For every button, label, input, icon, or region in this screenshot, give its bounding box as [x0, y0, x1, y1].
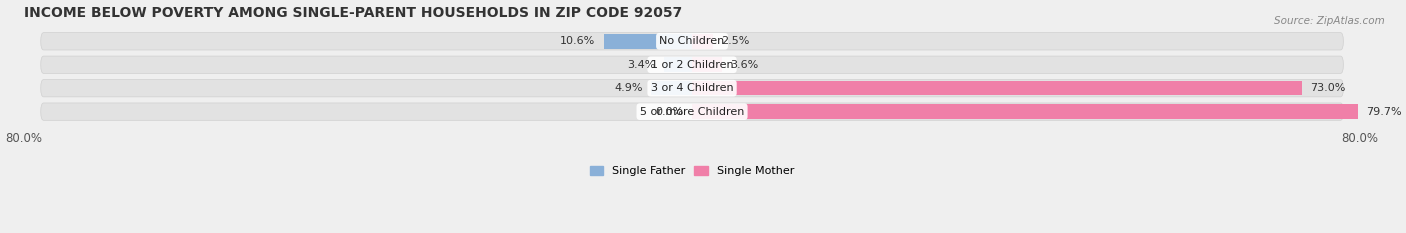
Text: 10.6%: 10.6%	[560, 36, 595, 46]
Text: 1 or 2 Children: 1 or 2 Children	[651, 60, 734, 70]
Text: 3.6%: 3.6%	[731, 60, 759, 70]
Bar	[692, 34, 713, 48]
Text: 2.5%: 2.5%	[721, 36, 749, 46]
FancyBboxPatch shape	[41, 79, 1343, 97]
FancyBboxPatch shape	[41, 103, 1343, 120]
Legend: Single Father, Single Mother: Single Father, Single Mother	[591, 166, 794, 176]
Text: 79.7%: 79.7%	[1365, 107, 1402, 117]
Text: INCOME BELOW POVERTY AMONG SINGLE-PARENT HOUSEHOLDS IN ZIP CODE 92057: INCOME BELOW POVERTY AMONG SINGLE-PARENT…	[24, 6, 682, 20]
Text: 4.9%: 4.9%	[614, 83, 643, 93]
Bar	[692, 81, 1302, 96]
FancyBboxPatch shape	[41, 56, 1343, 73]
Text: 0.0%: 0.0%	[655, 107, 683, 117]
Bar	[651, 81, 692, 96]
Bar	[603, 34, 692, 48]
Text: Source: ZipAtlas.com: Source: ZipAtlas.com	[1274, 16, 1385, 26]
Text: 3 or 4 Children: 3 or 4 Children	[651, 83, 734, 93]
Bar	[692, 58, 723, 72]
Text: No Children: No Children	[659, 36, 724, 46]
Bar	[692, 104, 1358, 119]
Text: 5 or more Children: 5 or more Children	[640, 107, 744, 117]
Text: 3.4%: 3.4%	[627, 60, 655, 70]
FancyBboxPatch shape	[41, 33, 1343, 50]
Text: 73.0%: 73.0%	[1310, 83, 1346, 93]
Bar	[664, 58, 692, 72]
